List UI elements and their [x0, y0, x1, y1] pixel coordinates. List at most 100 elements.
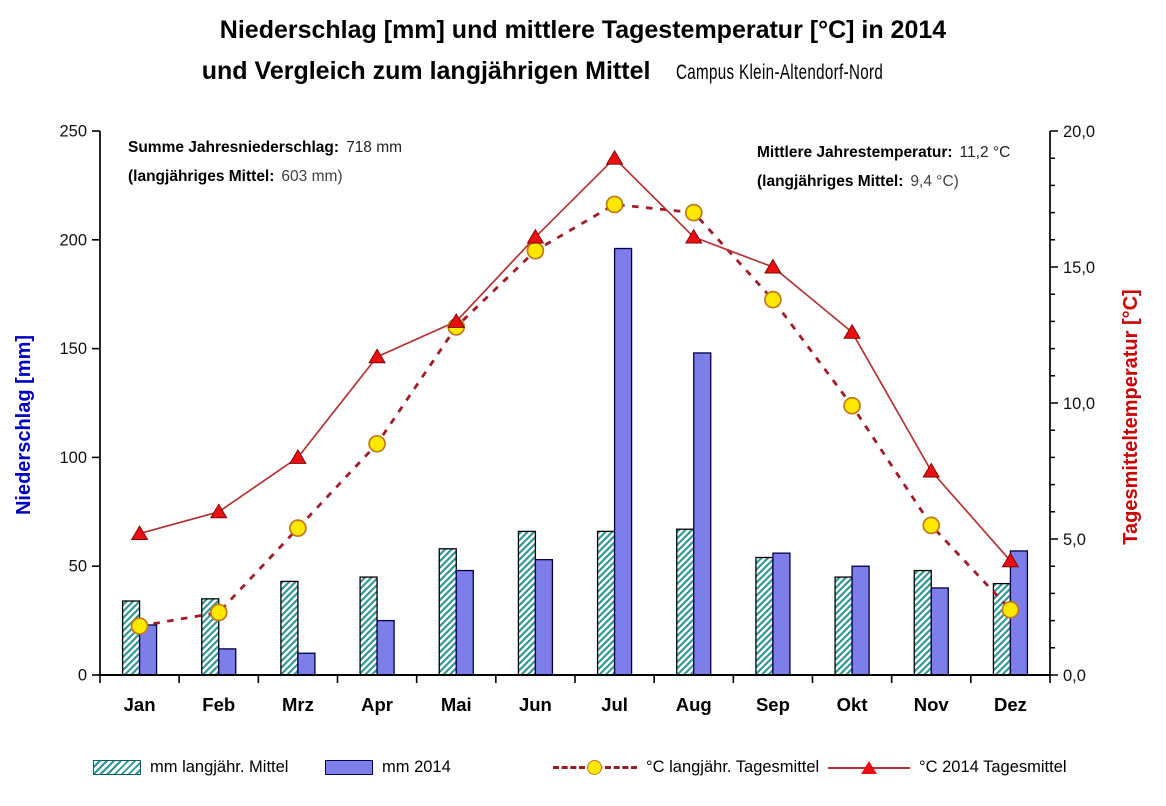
- bar-2014-Apr: [376, 619, 395, 676]
- bar-langjaehr-Jul: [596, 530, 616, 676]
- marker-circle-Jul: [605, 195, 624, 214]
- month-label-Jul: Jul: [601, 694, 628, 715]
- marker-triangle-Aug: [684, 228, 703, 244]
- marker-triangle-Feb: [209, 503, 228, 519]
- month-label-Nov: Nov: [914, 694, 950, 715]
- chart-subtitle-text: und Vergleich zum langjährigen Mittel: [201, 57, 651, 85]
- precip-sum-value: 718 mm: [346, 139, 403, 156]
- bar-2014-Nov: [930, 587, 949, 676]
- chart-title: Niederschlag [mm] und mittlere Tagestemp…: [219, 16, 947, 44]
- marker-triangle-Jun: [526, 228, 545, 244]
- left-axis-title: Niederschlag [mm]: [13, 335, 35, 515]
- solid-line-triangle-swatch-icon: [828, 759, 910, 776]
- marker-triangle-Jul: [605, 149, 624, 165]
- marker-triangle-Mai: [447, 313, 466, 328]
- left-axis-tick-label: 50: [69, 558, 87, 576]
- bar-2014-Sep: [772, 552, 791, 676]
- bar-2014-Mrz: [297, 652, 316, 676]
- blue-bar-swatch-icon: [325, 759, 373, 775]
- temp-mean-label: Mittlere Jahrestemperatur:: [757, 144, 953, 161]
- marker-triangle-Sep: [764, 258, 782, 274]
- bar-2014-Jul: [613, 247, 633, 676]
- chart-legend: mm langjähr. Mittel mm 2014 °C langjähr.…: [0, 754, 1166, 786]
- marker-circle-Okt: [843, 396, 861, 415]
- bar-langjaehr-Okt: [834, 576, 853, 676]
- legend-item-temp-langjaehr: °C langjähr. Tagesmittel: [553, 754, 819, 780]
- temperature-lines-group: [130, 149, 1020, 635]
- left-axis-tick-label: 200: [59, 231, 87, 249]
- left-axis-tick-label: 0: [78, 667, 87, 685]
- bar-2014-Jun: [534, 559, 554, 676]
- bar-2014-Aug: [693, 352, 712, 676]
- bar-langjaehr-Jan: [121, 600, 141, 676]
- right-axis-tick-label: 5,0: [1063, 531, 1086, 549]
- precip-mean-value: 603 mm): [281, 168, 343, 185]
- right-axis-title: Tagesmitteltemperatur [°C]: [1120, 289, 1142, 544]
- combo-chart-canvas: 0 50 100 150 200 250 0,0 5,0 10,0 15,0 20,0 Jan Feb M…: [13, 123, 1142, 716]
- marker-circle-Aug: [684, 203, 703, 222]
- month-label-Feb: Feb: [202, 694, 235, 715]
- marker-circle-Mrz: [289, 519, 307, 537]
- marker-circle-Sep: [764, 290, 782, 309]
- precip-mean-label: (langjähriges Mittel:: [128, 168, 275, 185]
- bar-langjaehr-Nov: [913, 569, 932, 676]
- marker-triangle-Okt: [843, 323, 861, 339]
- marker-circle-Apr: [368, 434, 386, 453]
- marker-circle-Jun: [526, 241, 545, 260]
- right-axis-tick-label: 10,0: [1063, 395, 1095, 413]
- temp-longterm-value: 9,4 °C): [910, 173, 959, 190]
- precipitation-annotation: Summe Jahresniederschlag: 718 mm (langjäh…: [128, 133, 402, 191]
- month-label-Jun: Jun: [519, 694, 552, 715]
- bar-langjaehr-Mrz: [280, 580, 299, 676]
- triangle-marker-icon: [861, 760, 877, 774]
- temp-mean-value: 11,2 °C: [959, 144, 1011, 161]
- legend-item-mm-langjaehr: mm langjähr. Mittel: [93, 754, 288, 780]
- line-2014: [139, 157, 1012, 562]
- month-label-Dez: Dez: [994, 694, 1027, 715]
- legend-label: °C langjähr. Tagesmittel: [646, 757, 820, 776]
- bar-langjaehr-Sep: [755, 556, 774, 676]
- hatched-bar-swatch-icon: [93, 759, 141, 775]
- month-label-Aug: Aug: [676, 694, 712, 715]
- circle-marker-icon: [587, 759, 602, 775]
- bar-2014-Mai: [455, 569, 474, 676]
- chart-subtitle: und Vergleich zum langjährigen Mittel Cam…: [0, 57, 1166, 86]
- temperature-annotation: Mittlere Jahrestemperatur: 11,2 °C (langj…: [757, 138, 1010, 196]
- month-label-Jan: Jan: [124, 694, 156, 715]
- legend-label: mm 2014: [382, 757, 451, 776]
- chart-location-label: Campus Klein-Altendorf-Nord: [676, 61, 884, 84]
- marker-triangle-Mrz: [289, 449, 307, 464]
- bar-langjaehr-Jun: [517, 530, 537, 676]
- axes-group: 0 50 100 150 200 250 0,0 5,0 10,0 15,0 20,0 Jan Feb M…: [59, 123, 1095, 716]
- legend-label: °C 2014 Tagesmittel: [919, 757, 1067, 776]
- month-label-Mrz: Mrz: [282, 694, 314, 715]
- month-label-Sep: Sep: [756, 694, 790, 715]
- bars-group: [121, 247, 1029, 676]
- legend-item-mm-2014: mm 2014: [325, 754, 451, 780]
- dashed-line-circle-swatch-icon: [553, 759, 637, 776]
- right-axis-tick-label: 15,0: [1063, 259, 1095, 277]
- month-label-Apr: Apr: [361, 694, 393, 715]
- marker-circle-Dez: [1001, 600, 1020, 619]
- right-axis-tick-label: 20,0: [1063, 123, 1095, 141]
- bar-langjaehr-Apr: [359, 576, 378, 676]
- month-label-Mai: Mai: [441, 694, 472, 715]
- marker-triangle-Jan: [130, 525, 149, 541]
- bar-langjaehr-Dez: [992, 582, 1012, 676]
- bar-2014-Feb: [218, 648, 237, 676]
- bar-2014-Okt: [851, 565, 870, 676]
- marker-circle-Feb: [209, 603, 228, 622]
- month-label-Okt: Okt: [837, 694, 868, 715]
- left-axis-tick-label: 250: [59, 123, 87, 141]
- left-axis-tick-label: 100: [59, 449, 87, 467]
- right-axis-tick-label: 0,0: [1063, 667, 1086, 685]
- marker-triangle-Nov: [922, 462, 941, 478]
- bar-langjaehr-Mai: [438, 548, 457, 676]
- marker-triangle-Apr: [368, 348, 386, 364]
- marker-circle-Jan: [130, 617, 149, 635]
- legend-item-temp-2014: °C 2014 Tagesmittel: [828, 754, 1067, 780]
- legend-label: mm langjähr. Mittel: [150, 757, 289, 776]
- bar-langjaehr-Aug: [676, 528, 695, 676]
- temp-longterm-label: (langjähriges Mittel:: [757, 173, 904, 190]
